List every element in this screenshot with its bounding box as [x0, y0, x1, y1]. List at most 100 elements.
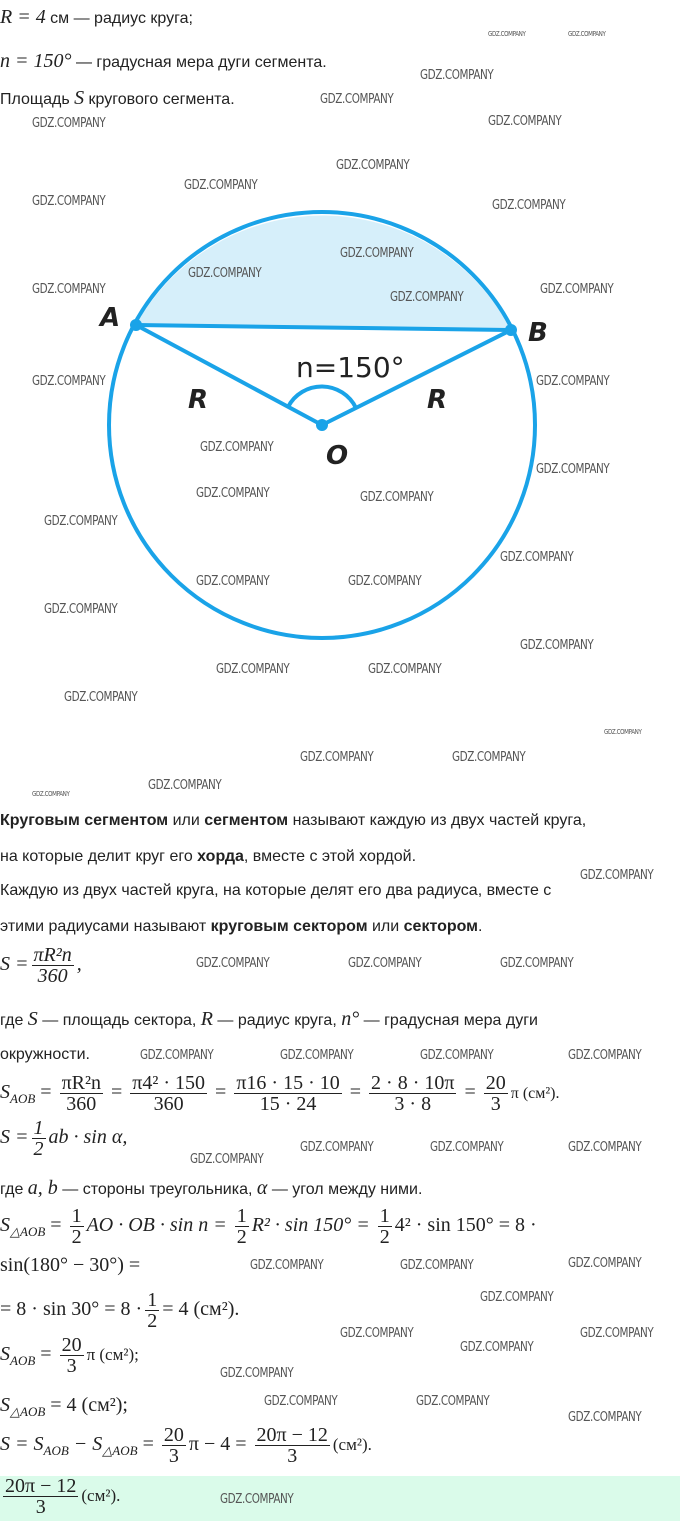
term-sector: круговым сектором: [210, 918, 368, 935]
circle-segment-diagram: A B O R R n=150°: [98, 210, 548, 640]
watermark: GDZ.COMPANY: [430, 1140, 504, 1155]
definition-sector: Каждую из двух частей круга, на которые …: [0, 882, 552, 899]
term-segment-short: сегментом: [204, 812, 289, 829]
find-b: кругового сегмента.: [84, 91, 235, 108]
definition-sector-line2: этими радиусами называют круговым сектор…: [0, 916, 482, 938]
watermark: GDZ.COMPANY: [360, 490, 434, 505]
watermark: GDZ.COMPANY: [340, 246, 414, 261]
watermark: GDZ.COMPANY: [32, 790, 70, 798]
term: π − 4 =: [188, 1433, 247, 1456]
term: = 4 (см²).: [162, 1298, 240, 1321]
watermark: GDZ.COMPANY: [480, 1290, 554, 1305]
var: S: [27, 1008, 38, 1030]
watermark: GDZ.COMPANY: [32, 116, 106, 131]
fraction: 20 3: [161, 1425, 186, 1467]
watermark: GDZ.COMPANY: [420, 1048, 494, 1063]
triangle-area-calc-line3: = 8 · sin 30° = 8 · 1 2 = 4 (см²).: [0, 1290, 239, 1331]
watermark: GDZ.COMPANY: [390, 290, 464, 305]
label-r-left: R: [188, 385, 208, 415]
watermark: GDZ.COMPANY: [580, 1326, 654, 1341]
chord-ab: [135, 323, 512, 332]
tail: ab · sin α,: [48, 1126, 128, 1149]
denominator: 360: [66, 1093, 97, 1115]
watermark: GDZ.COMPANY: [300, 1140, 374, 1155]
sub: △AOB: [10, 1404, 46, 1419]
fraction: 20π − 12 3: [3, 1476, 79, 1517]
lhs: S =: [0, 953, 29, 976]
watermark: GDZ.COMPANY: [196, 486, 270, 501]
angle-label: n=150°: [296, 351, 405, 384]
numerator: 20: [483, 1072, 508, 1094]
numerator: πR²n: [31, 944, 74, 966]
radius-text: см — радиус круга;: [45, 10, 193, 27]
watermark: GDZ.COMPANY: [568, 1048, 642, 1063]
term: = 8 · sin 30° = 8 ·: [0, 1298, 143, 1321]
label-b: B: [528, 318, 548, 348]
watermark: GDZ.COMPANY: [420, 68, 494, 83]
label-a: A: [98, 303, 120, 333]
watermark: GDZ.COMPANY: [220, 1366, 294, 1381]
find-a: Площадь: [0, 91, 75, 108]
fraction: πR²n 360: [31, 944, 74, 986]
watermark: GDZ.COMPANY: [32, 282, 106, 297]
watermark: GDZ.COMPANY: [568, 1256, 642, 1271]
sector-area-calc: SAOB = πR²n 360 = π4² · 150 360 = π16 · 15…: [0, 1072, 560, 1115]
label-r-right: R: [427, 385, 447, 415]
triangle-area-formula: S = 1 2 ab · sin α,: [0, 1118, 127, 1159]
fraction: 20π − 12 3: [254, 1425, 330, 1466]
text: или: [168, 812, 205, 829]
text: этими радиусами называют: [0, 918, 211, 935]
numerator: 1: [69, 1205, 84, 1227]
segment-fill: [136, 215, 511, 330]
lhs: S: [0, 1081, 10, 1104]
watermark: GDZ.COMPANY: [216, 662, 290, 677]
text: .: [478, 918, 483, 935]
term: S = S: [0, 1433, 44, 1456]
watermark: GDZ.COMPANY: [264, 1394, 338, 1409]
numerator: π16 · 15 · 10: [234, 1072, 342, 1094]
numerator: 20: [59, 1334, 84, 1356]
sub: AOB: [10, 1353, 36, 1369]
watermark: GDZ.COMPANY: [488, 114, 562, 129]
var: R: [200, 1008, 213, 1030]
fraction: 20 3: [483, 1072, 508, 1114]
watermark: GDZ.COMPANY: [320, 92, 394, 107]
numerator: 1: [377, 1205, 392, 1227]
answer-box: 20π − 12 3 (см²).: [0, 1476, 680, 1521]
fraction: π4² · 150 360: [130, 1073, 208, 1114]
sub: △AOB: [102, 1443, 138, 1459]
fraction: 20 3: [59, 1334, 84, 1376]
watermark: GDZ.COMPANY: [416, 1394, 490, 1409]
watermark: GDZ.COMPANY: [280, 1048, 354, 1063]
lhs: S: [0, 1214, 10, 1237]
denominator: 3: [168, 1445, 179, 1467]
watermark: GDZ.COMPANY: [300, 750, 374, 765]
watermark: GDZ.COMPANY: [520, 638, 594, 653]
watermark: GDZ.COMPANY: [536, 462, 610, 477]
watermark: GDZ.COMPANY: [580, 868, 654, 883]
watermark: GDZ.COMPANY: [196, 956, 270, 971]
watermark: GDZ.COMPANY: [368, 662, 442, 677]
watermark: GDZ.COMPANY: [188, 266, 262, 281]
watermark: GDZ.COMPANY: [536, 374, 610, 389]
denominator: 2: [379, 1226, 390, 1248]
triangle-area-calc: S△AOB = 1 2 AO · OB · sin n = 1 2 R² · sin 1…: [0, 1205, 537, 1248]
definition-segment-line2: на которые делит круг его хорда, вместе …: [0, 846, 416, 868]
given-angle: n = 150° — градусная мера дуги сегмента.: [0, 50, 327, 74]
var: a, b: [27, 1177, 58, 1199]
watermark: GDZ.COMPANY: [348, 574, 422, 589]
watermark: GDZ.COMPANY: [604, 728, 642, 736]
watermark: GDZ.COMPANY: [460, 1340, 534, 1355]
numerator: 1: [31, 1117, 46, 1139]
find-statement: Площадь S кругового сегмента.: [0, 87, 235, 111]
text: называют каждую из двух частей круга,: [288, 812, 587, 829]
watermark: GDZ.COMPANY: [44, 514, 118, 529]
watermark: GDZ.COMPANY: [348, 956, 422, 971]
term: R² · sin 150° =: [251, 1214, 370, 1237]
watermark: GDZ.COMPANY: [32, 374, 106, 389]
